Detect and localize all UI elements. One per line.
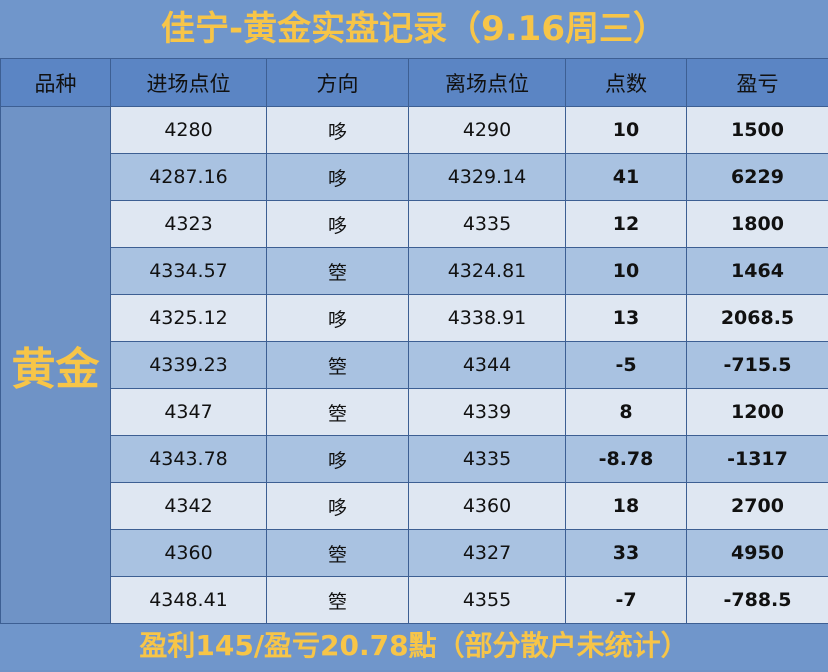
table-cell: 4344 [408,341,566,389]
table-cell: 1500 [686,106,828,154]
table-cell: 10 [565,247,687,295]
table-cell: 4335 [408,200,566,248]
table-cell: -8.78 [565,435,687,483]
table-cell: 4335 [408,435,566,483]
group-cell: 黄金 [0,106,111,624]
table-cell: 4343.78 [110,435,267,483]
column-header: 点数 [565,58,687,107]
table-cell: 41 [565,153,687,201]
column-header: 方向 [266,58,409,107]
table-cell: 4355 [408,576,566,624]
table-cell: 4348.41 [110,576,267,624]
table-cell: 4339.23 [110,341,267,389]
table-cell: 哆 [266,106,409,154]
table-cell: 箜 [266,247,409,295]
table-row: 4360 箜 4327 33 4950 [1,529,828,577]
table-cell: 哆 [266,482,409,530]
table-cell: 1464 [686,247,828,295]
table-row: 4325.12 哆 4338.91 13 2068.5 [1,294,828,342]
table-cell: 4323 [110,200,267,248]
table-cell: 4339 [408,388,566,436]
table-row: 4334.57 箜 4324.81 10 1464 [1,247,828,295]
table-cell: 18 [565,482,687,530]
table-cell: -7 [565,576,687,624]
header-row: 品种 进场点位 方向 离场点位 点数 盈亏 [0,58,828,107]
table-cell: 箜 [266,341,409,389]
table-cell: 箜 [266,529,409,577]
table-cell: 2700 [686,482,828,530]
table-cell: 4950 [686,529,828,577]
table-row: 4323 哆 4335 12 1800 [1,200,828,248]
table-cell: -1317 [686,435,828,483]
table-cell: 4280 [110,106,267,154]
table-cell: 33 [565,529,687,577]
table-cell: 12 [565,200,687,248]
table-row: 4348.41 箜 4355 -7 -788.5 [1,576,828,624]
table-cell: 4287.16 [110,153,267,201]
table-cell: -715.5 [686,341,828,389]
table-row: 4287.16 哆 4329.14 41 6229 [1,153,828,201]
table-row: 4347 箜 4339 8 1200 [1,388,828,436]
table-row: 黄金 4280 哆 4290 10 1500 [0,106,828,624]
record-table: 品种 进场点位 方向 离场点位 点数 盈亏 黄金 4280 哆 4290 10 1500 4287.1… [0,58,828,624]
table-cell: 4290 [408,106,566,154]
table-cell: -788.5 [686,576,828,624]
table-cell: 4327 [408,529,566,577]
table-cell: 1200 [686,388,828,436]
table-cell: 2068.5 [686,294,828,342]
column-header: 进场点位 [110,58,267,107]
table-cell: -5 [565,341,687,389]
column-header: 离场点位 [408,58,566,107]
table-cell: 4342 [110,482,267,530]
table-cell: 4360 [408,482,566,530]
table-cell: 4338.91 [408,294,566,342]
table-cell: 10 [565,106,687,154]
table-cell: 哆 [266,294,409,342]
table-cell: 4329.14 [408,153,566,201]
table-cell: 4334.57 [110,247,267,295]
table-cell: 哆 [266,153,409,201]
table-cell: 哆 [266,435,409,483]
table-cell: 4324.81 [408,247,566,295]
table-cell: 13 [565,294,687,342]
table-cell: 箜 [266,576,409,624]
table-cell: 4347 [110,388,267,436]
title: 佳宁-黄金实盘记录（9.16周三） [0,0,828,58]
table-cell: 4325.12 [110,294,267,342]
column-header: 盈亏 [686,58,828,107]
table-row: 4339.23 箜 4344 -5 -715.5 [1,341,828,389]
table-cell: 哆 [266,200,409,248]
table-cell: 箜 [266,388,409,436]
table-cell: 8 [565,388,687,436]
table-row: 4342 哆 4360 18 2700 [1,482,828,530]
table-cell: 1800 [686,200,828,248]
table-cell: 4360 [110,529,267,577]
table-row: 4343.78 哆 4335 -8.78 -1317 [1,435,828,483]
footer: 盈利145/盈亏20.78點（部分散户未统计） [0,624,828,670]
table-cell: 6229 [686,153,828,201]
column-header: 品种 [0,58,111,107]
